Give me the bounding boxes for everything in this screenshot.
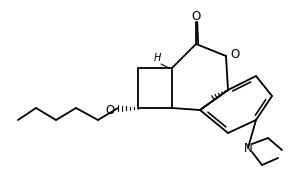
Text: O: O bbox=[191, 10, 201, 24]
Text: H: H bbox=[153, 53, 161, 63]
Text: O: O bbox=[105, 104, 115, 116]
Text: O: O bbox=[230, 48, 240, 60]
Text: N: N bbox=[244, 142, 252, 154]
